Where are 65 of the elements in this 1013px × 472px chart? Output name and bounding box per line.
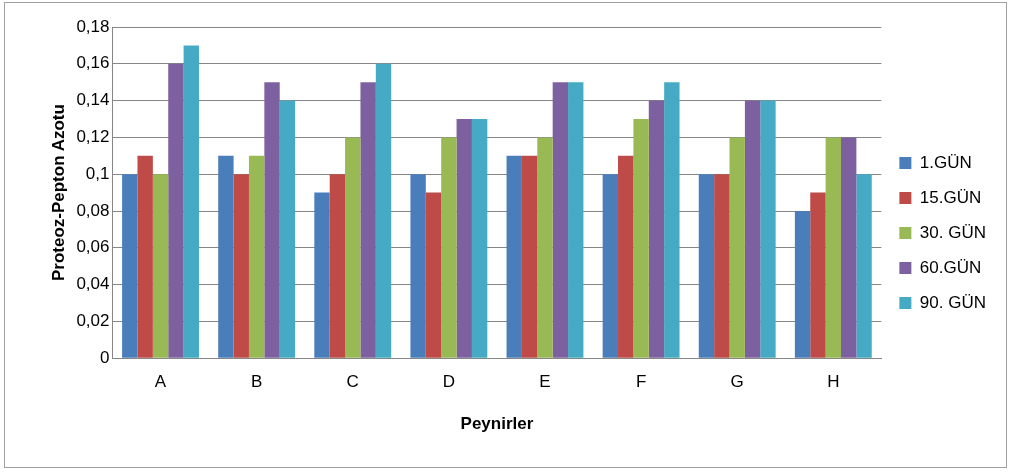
x-tick-label: E [539,372,551,392]
y-tick-label: 0,06 [76,237,110,257]
x-tick-label: C [346,372,359,392]
y-tick-label: 0,1 [85,163,110,183]
bar [856,174,872,358]
bar [760,100,776,358]
bar [345,137,361,358]
bar [314,192,330,358]
legend-label: 90. GÜN [919,292,987,312]
bar [810,192,826,358]
bar [233,174,249,358]
bar [471,119,488,358]
y-tick-label: 0,18 [76,16,110,36]
bar [521,155,538,358]
bar [633,119,649,358]
bar [568,82,584,358]
bar [537,137,553,358]
bar [698,174,715,358]
bar [552,82,569,358]
bar [329,174,346,358]
x-tick-label: D [442,372,456,392]
bar [825,137,841,358]
bar [794,211,811,358]
legend-label: 30. GÜN [919,222,987,242]
bar [183,45,199,358]
legend-label: 60.GÜN [919,257,982,277]
bar [602,174,619,358]
bar [425,192,442,358]
bar [410,174,426,358]
bar [648,100,665,358]
y-tick-label: 0,12 [76,127,110,147]
bar [360,82,376,358]
x-tick-label: B [250,372,263,392]
bar [841,137,857,358]
bar [248,155,265,358]
bar [264,82,280,358]
legend-label: 15.GÜN [919,187,982,207]
bar [218,155,234,358]
bar [664,82,680,358]
bar [506,155,522,358]
bar [279,100,296,358]
legend-label: 1.GÜN [919,152,972,172]
bar [456,119,472,358]
y-tick-label: 0,08 [76,200,110,220]
bar [122,174,138,358]
x-tick-label: A [154,372,167,392]
y-tick-label: 0,14 [76,90,110,110]
bar [441,137,457,358]
y-tick-label: 0,02 [76,311,110,331]
bar [168,63,184,358]
x-tick-label: F [635,372,647,392]
x-tick-label: G [730,372,744,392]
y-tick-label: 0 [100,347,110,367]
y-axis-title: Proteoz-Pepton Azotu [48,104,68,282]
y-tick-label: 0,16 [76,53,110,73]
x-tick-label: H [827,372,840,392]
bar [137,155,153,358]
bar [714,174,730,358]
bar [744,100,761,358]
x-axis-title: Peynirler [460,414,534,434]
bar [729,137,745,358]
bar [375,63,392,358]
y-tick-label: 0,04 [76,274,110,294]
bar [152,174,169,358]
bar [618,155,634,358]
